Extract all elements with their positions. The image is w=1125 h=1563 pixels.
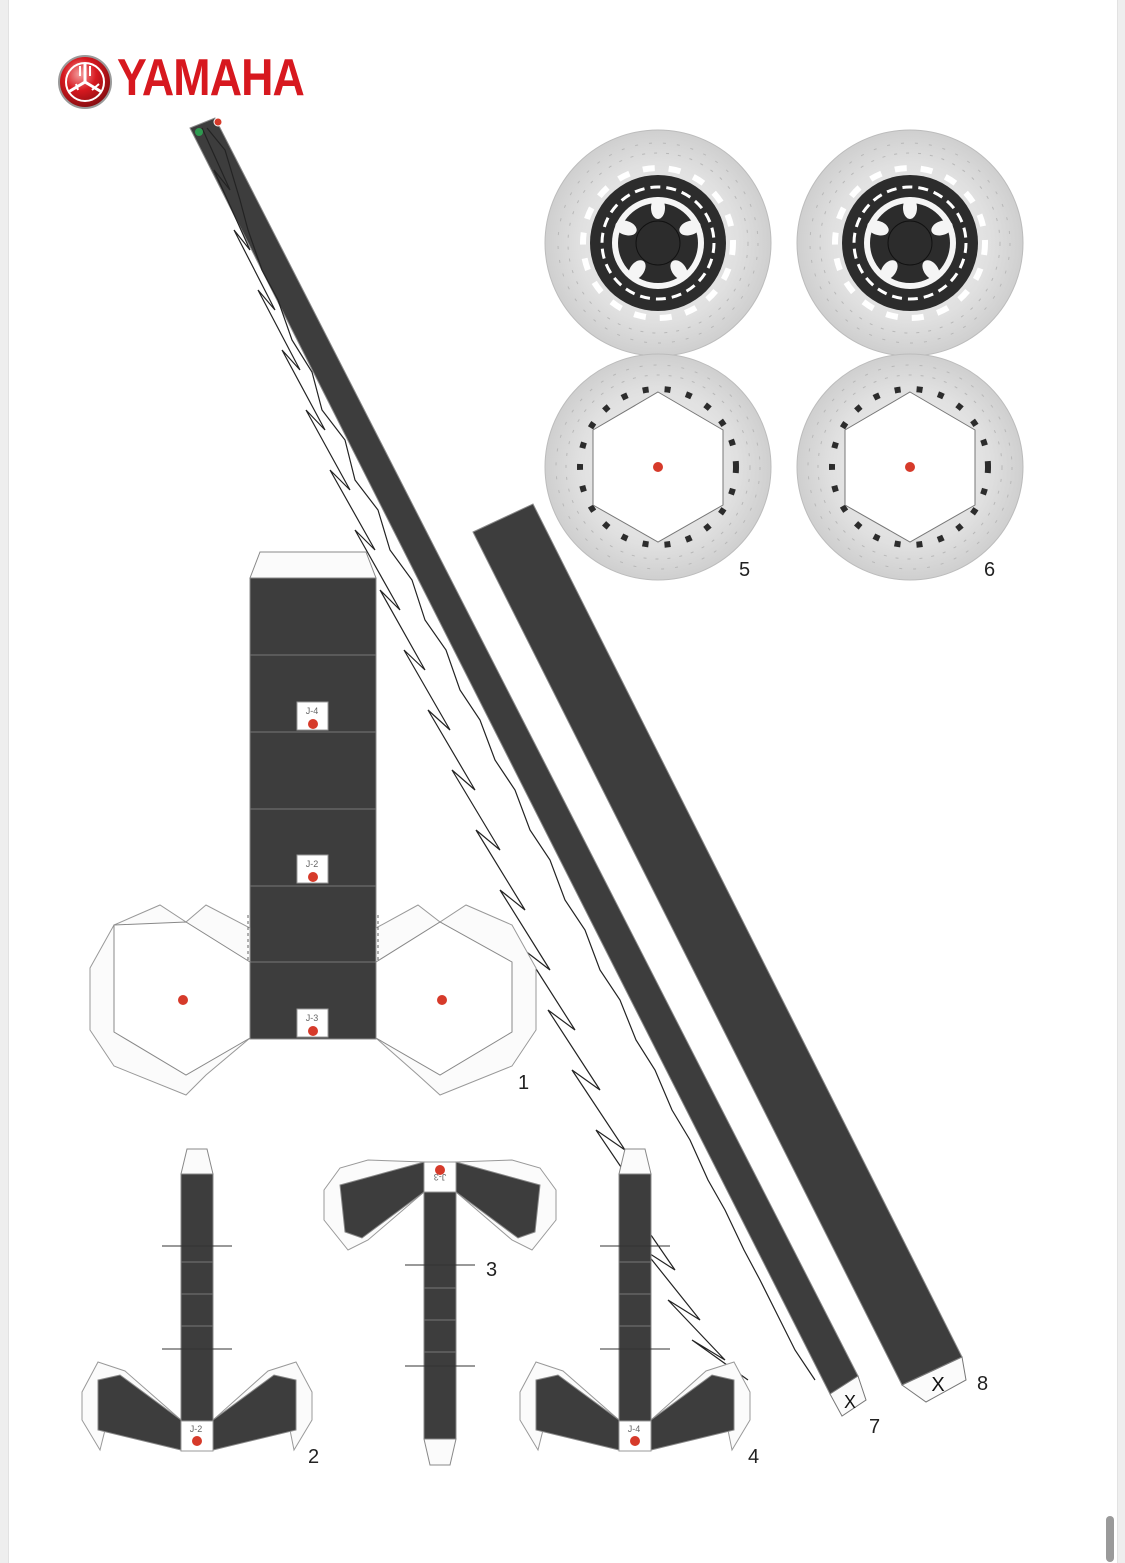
joint-label: J-2: [190, 1424, 203, 1434]
brake-disc-front-5: [544, 129, 772, 357]
yamaha-emblem-icon: [58, 55, 112, 109]
part-label-8: 8: [977, 1373, 988, 1395]
brake-disc-rear-5: [544, 353, 772, 581]
part-label-6: 6: [984, 559, 995, 581]
cut-mark-8: X: [931, 1374, 944, 1396]
brake-disc-front-6: [796, 129, 1024, 357]
part-label-7: 7: [869, 1416, 880, 1438]
part-1-hub: J-4 J-2 J-3: [89, 551, 537, 1096]
joint-label: J-4: [306, 706, 319, 716]
part-label-1: 1: [518, 1072, 529, 1094]
part-8-tire-strip: X: [472, 503, 967, 1403]
joint-label: J-4: [628, 1424, 641, 1434]
part-label-5: 5: [739, 559, 750, 581]
part-3-bracket: J-3: [323, 1159, 557, 1466]
cut-mark-7: X: [844, 1392, 856, 1412]
part-label-3: 3: [486, 1259, 497, 1281]
vertical-scrollbar[interactable]: [1106, 1516, 1114, 1562]
part-7-tread-strip: X: [189, 117, 867, 1417]
joint-label: J-3: [434, 1172, 447, 1182]
joint-label: J-2: [306, 859, 319, 869]
brake-disc-rear-6: [796, 353, 1024, 581]
part-2-bracket: J-2: [81, 1148, 313, 1452]
brand-logo-text: YAMAHA: [117, 49, 305, 107]
part-4-bracket: J-4: [519, 1148, 751, 1452]
part-label-2: 2: [308, 1446, 319, 1468]
part-label-4: 4: [748, 1446, 759, 1468]
joint-label: J-3: [306, 1013, 319, 1023]
